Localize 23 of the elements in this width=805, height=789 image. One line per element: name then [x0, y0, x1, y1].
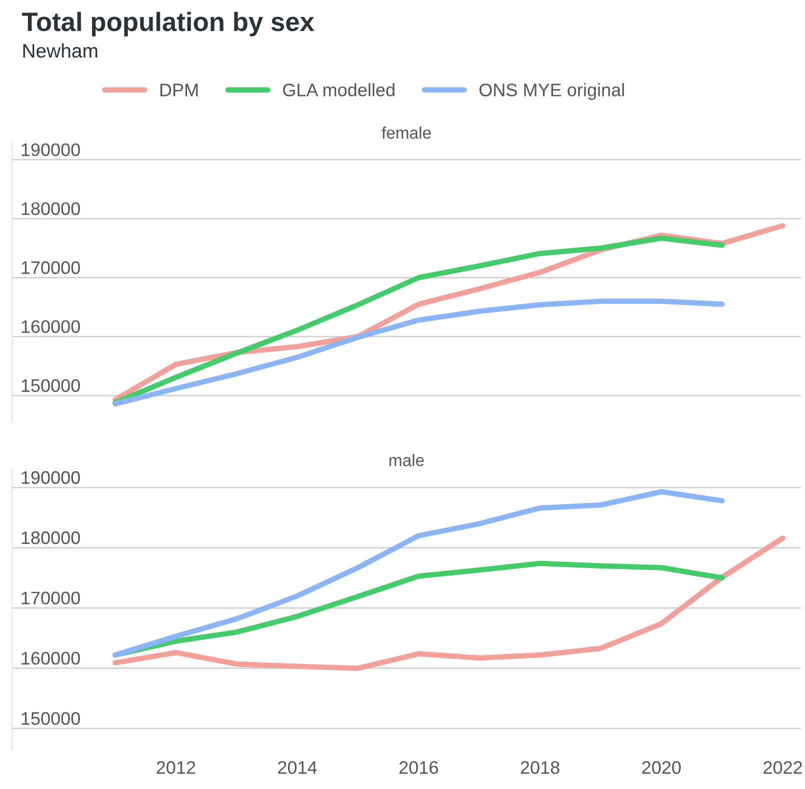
- legend-label: DPM: [160, 84, 198, 96]
- y-tick-label: 190000: [22, 143, 80, 156]
- x-tick-label: 2020: [642, 761, 681, 774]
- y-tick-label: 160000: [22, 652, 80, 665]
- x-tick-label: 2014: [278, 761, 317, 774]
- chart-subtitle: Newham: [23, 43, 98, 58]
- text: female: [382, 126, 431, 139]
- text: male: [390, 454, 424, 466]
- legend-label: ONS MYE original: [479, 83, 624, 100]
- chart-title: Total population by sex: [22, 12, 314, 36]
- y-tick-label: 150000: [22, 712, 80, 725]
- y-tick-label: 170000: [22, 592, 80, 604]
- x-tick-label: 2016: [399, 761, 438, 774]
- y-tick-label: 180000: [22, 531, 80, 544]
- y-tick-label: 150000: [22, 379, 80, 392]
- y-tick-label: 180000: [22, 202, 80, 216]
- y-tick-label: 170000: [22, 261, 80, 274]
- x-tick-label: 2018: [520, 761, 560, 774]
- y-tick-label: 190000: [22, 471, 80, 484]
- y-tick-label: 160000: [22, 320, 80, 334]
- legend-label: GLA modelled: [283, 83, 394, 96]
- x-tick-label: 2022: [764, 761, 802, 774]
- x-tick-label: 2012: [156, 761, 196, 774]
